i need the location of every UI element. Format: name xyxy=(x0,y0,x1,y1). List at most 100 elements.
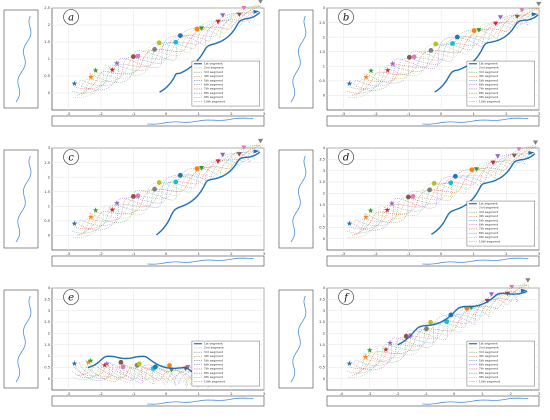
y-tick-label: 2 xyxy=(323,192,325,196)
left-inset-trace xyxy=(290,15,307,103)
x-tick-label: 0 xyxy=(165,392,168,396)
circle-marker xyxy=(167,363,172,368)
panel-label-circle xyxy=(338,9,354,25)
circle-marker xyxy=(194,166,200,172)
triangle-marker xyxy=(509,284,515,290)
legend-entry: 8th segment xyxy=(204,371,224,375)
legend-entry: 8th segment xyxy=(204,91,224,95)
y-tick-label: 3 xyxy=(48,146,50,150)
legend-entry: 8th segment xyxy=(479,231,499,235)
triangle-marker xyxy=(236,12,242,17)
legend-box xyxy=(191,60,260,107)
star-marker xyxy=(85,359,92,365)
left-inset-plot xyxy=(278,9,314,109)
legend-entry: 5th segment xyxy=(479,78,499,82)
legend-entry: 2nd segment xyxy=(479,346,500,350)
left-inset-plot xyxy=(3,149,39,249)
y-tick-label: 4 xyxy=(323,286,326,290)
dotted-trajectory xyxy=(72,3,259,98)
panel-label-text: d xyxy=(343,153,349,164)
panel-label-circle xyxy=(63,149,79,165)
y-tick-label: 0.5 xyxy=(319,79,325,83)
x-tick-label: 0 xyxy=(165,252,168,256)
triangle-marker xyxy=(532,140,539,145)
triangle-marker xyxy=(257,138,264,144)
legend-entry: 9th segment xyxy=(479,375,499,379)
bottom-inset-plot xyxy=(51,255,265,267)
circle-marker xyxy=(152,47,157,52)
legend-entry: 6th segment xyxy=(204,83,224,87)
star-marker xyxy=(101,362,108,368)
panel-label-text: f xyxy=(343,293,350,304)
x-tick-label: -1 xyxy=(407,252,411,256)
star-marker xyxy=(367,207,374,213)
legend-entry: 5th segment xyxy=(479,218,499,222)
panel-f: -4 -3 -2 -1 0 1 2 3 0 0.5 1 1.5 2 2.5 3 3.5 4 1st segment… xyxy=(278,278,540,407)
circle-marker xyxy=(152,186,157,192)
panel-label-text: e xyxy=(68,293,74,304)
panel-label: c xyxy=(63,149,79,165)
y-tick-label: 2.5 xyxy=(44,320,50,324)
y-tick-label: 2.5 xyxy=(319,21,325,25)
circle-marker xyxy=(410,194,416,199)
bottom-inset-plot xyxy=(326,115,540,127)
x-tick-label: 2 xyxy=(230,252,232,256)
triangle-marker xyxy=(215,19,221,25)
left-inset-plot xyxy=(3,289,39,389)
triangle-marker xyxy=(258,0,263,4)
dotted-trajectory xyxy=(77,365,219,384)
y-tick-label: 3.5 xyxy=(319,158,325,162)
legend-entry: 7th segment xyxy=(479,87,499,91)
x-tick-label: 3 xyxy=(263,112,265,116)
dotted-trajectory xyxy=(346,288,523,374)
star-marker xyxy=(109,66,116,73)
y-tick-label: 2 xyxy=(323,35,325,39)
x-tick-label: -1 xyxy=(132,392,136,396)
circle-marker xyxy=(118,359,124,365)
x-tick-label: -2 xyxy=(99,392,103,396)
legend-entry: 5th segment xyxy=(204,358,224,362)
circle-marker xyxy=(177,172,183,178)
star-marker xyxy=(109,206,116,213)
legend-entry: 4th segment xyxy=(479,74,499,78)
y-tick-label: 1.5 xyxy=(44,40,50,44)
dotted-trajectory xyxy=(73,153,254,230)
x-tick-label: 1 xyxy=(481,392,483,396)
dotted-trajectory xyxy=(354,153,530,227)
circle-marker xyxy=(173,179,179,185)
trajectory-arrowhead xyxy=(531,12,538,17)
legend-entry: 9th segment xyxy=(479,95,499,99)
y-tick-label: 4 xyxy=(323,146,326,150)
bottom-inset-trace xyxy=(422,117,529,125)
circle-marker xyxy=(194,26,200,32)
star-marker xyxy=(388,200,395,206)
x-tick-label: -4 xyxy=(339,392,343,396)
circle-marker xyxy=(120,364,126,370)
star-marker xyxy=(368,67,374,74)
legend-entry: 4th segment xyxy=(204,354,224,358)
star-marker xyxy=(113,60,120,66)
triangle-marker xyxy=(488,292,495,297)
legend-entry: 6th segment xyxy=(479,83,499,87)
legend-entry: 10th segment xyxy=(479,239,501,243)
x-tick-label: 1 xyxy=(198,392,200,396)
y-tick-label: 3.5 xyxy=(319,298,325,302)
dotted-trajectory xyxy=(84,5,264,92)
y-tick-label: 2.5 xyxy=(44,161,50,165)
x-tick-label: -2 xyxy=(374,112,378,116)
bottom-inset-trace xyxy=(422,257,529,265)
dotted-trajectory xyxy=(359,284,531,372)
legend-entry: 2nd segment xyxy=(204,346,225,350)
dotted-trajectory xyxy=(73,13,254,90)
x-tick-label: 2 xyxy=(505,252,507,256)
y-tick-label: 2.5 xyxy=(44,6,50,10)
x-tick-label: 0 xyxy=(440,112,443,116)
panel-label: e xyxy=(63,289,79,305)
triangle-marker xyxy=(495,154,501,159)
triangle-marker xyxy=(473,167,480,172)
